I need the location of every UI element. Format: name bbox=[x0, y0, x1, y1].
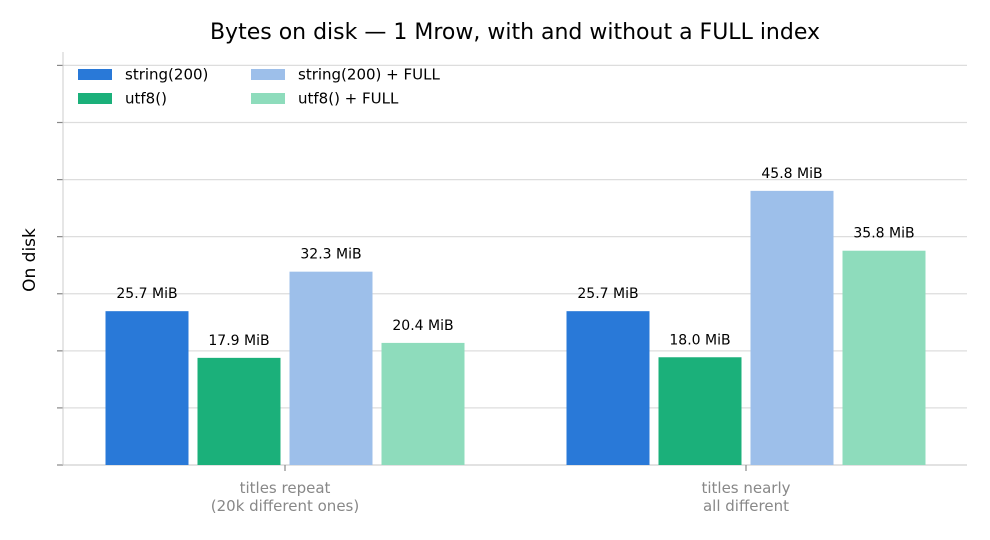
y-axis-label: On disk bbox=[20, 228, 40, 292]
value-label: 25.7 MiB bbox=[116, 286, 177, 302]
value-label: 35.8 MiB bbox=[853, 226, 914, 242]
value-label: 32.3 MiB bbox=[300, 247, 361, 263]
legend-swatch bbox=[78, 93, 112, 104]
legend-label: utf8() bbox=[125, 90, 167, 108]
bar bbox=[105, 311, 189, 465]
bar bbox=[658, 357, 742, 465]
legend-swatch bbox=[251, 93, 285, 104]
legend-label: utf8() + FULL bbox=[298, 90, 399, 108]
bar bbox=[197, 357, 281, 465]
x-tick-label: titles repeat (20k different ones) bbox=[210, 479, 360, 515]
legend-swatch bbox=[78, 69, 112, 80]
bar bbox=[289, 271, 373, 465]
legend-label: string(200) bbox=[125, 66, 208, 84]
chart-title: Bytes on disk — 1 Mrow, with and without… bbox=[210, 20, 820, 45]
value-label: 25.7 MiB bbox=[577, 286, 638, 302]
bar bbox=[842, 250, 926, 465]
bar bbox=[381, 342, 465, 465]
bar bbox=[750, 190, 834, 465]
legend-swatch bbox=[251, 69, 285, 80]
value-label: 18.0 MiB bbox=[669, 332, 730, 348]
bar bbox=[566, 311, 650, 465]
x-tick-label: titles nearly all different bbox=[701, 479, 791, 515]
legend-label: string(200) + FULL bbox=[298, 66, 440, 84]
value-label: 17.9 MiB bbox=[208, 333, 269, 349]
value-label: 20.4 MiB bbox=[392, 318, 453, 334]
value-label: 45.8 MiB bbox=[761, 166, 822, 182]
